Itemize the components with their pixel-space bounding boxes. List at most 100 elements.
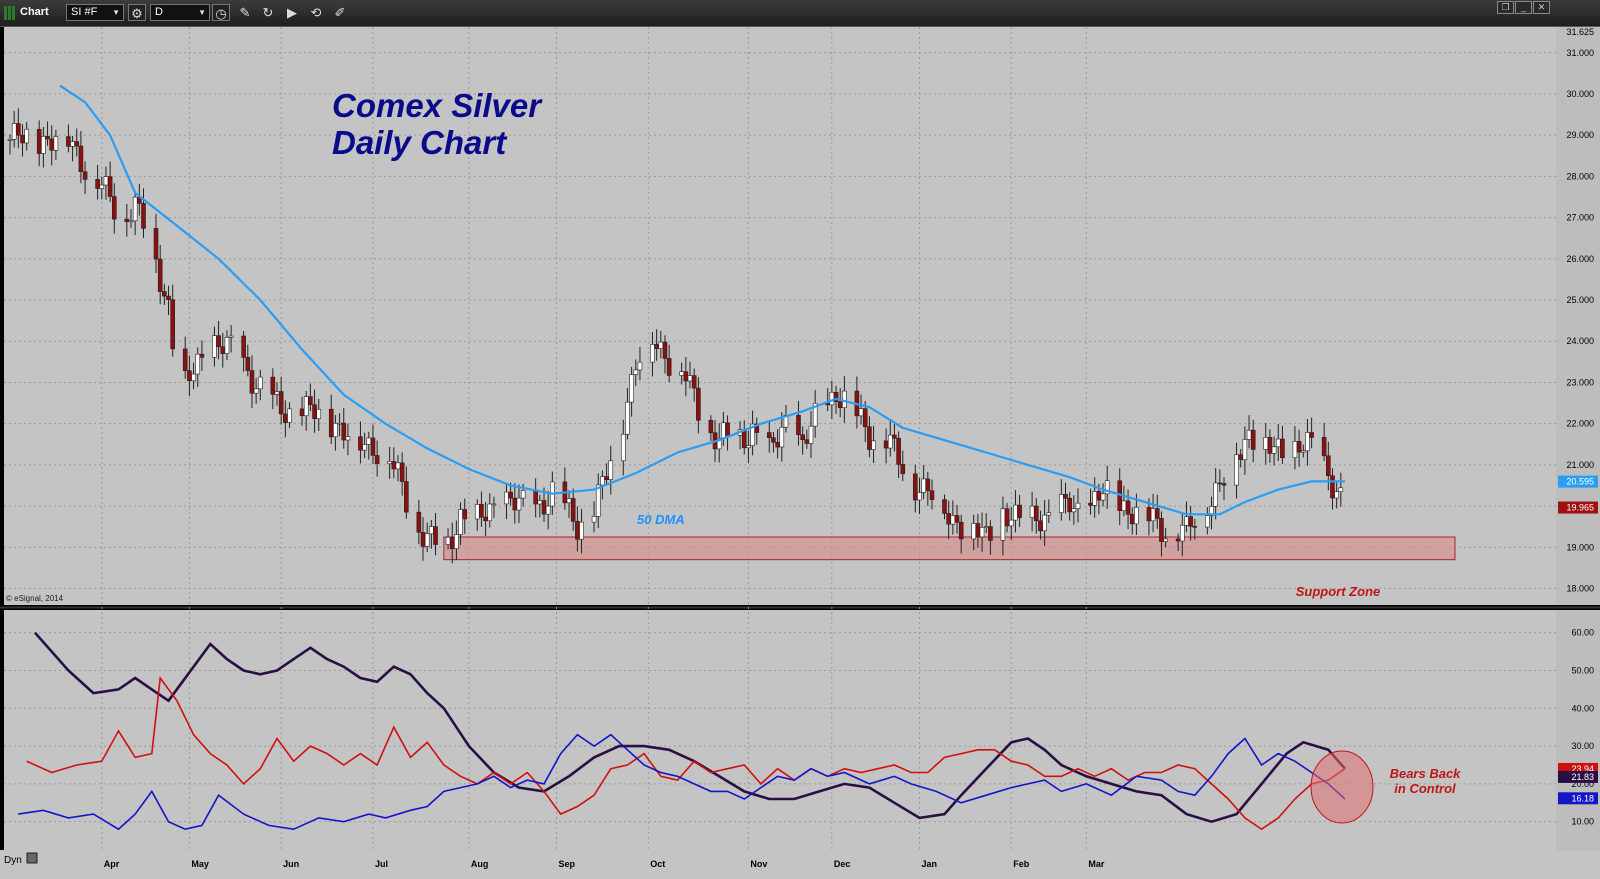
candle-body xyxy=(662,341,668,359)
candle-body xyxy=(24,128,29,144)
chart-area[interactable]: Support Zone Comex Silver Daily Chart 50… xyxy=(0,27,1600,879)
minimize-icon[interactable]: _ xyxy=(1515,1,1532,14)
candle-body xyxy=(812,403,818,427)
candle-body xyxy=(1063,494,1068,499)
candle-body xyxy=(921,478,926,493)
candle-body xyxy=(1184,516,1189,526)
candle-body xyxy=(333,423,338,438)
candle-body xyxy=(1179,524,1185,542)
grid-icon[interactable] xyxy=(26,852,38,864)
price-tick-label: 27.000 xyxy=(1566,213,1594,223)
candle-body xyxy=(20,134,25,144)
clock-icon[interactable]: ◷ xyxy=(212,4,230,21)
candle-body xyxy=(404,481,409,513)
candle-body xyxy=(1296,441,1302,453)
candle-body xyxy=(107,176,113,197)
candle-body xyxy=(796,414,801,436)
candle-body xyxy=(1267,437,1273,454)
candle-body xyxy=(416,511,422,533)
candle-body xyxy=(249,370,255,394)
indicator-axis xyxy=(1556,610,1600,850)
time-axis xyxy=(0,850,1600,879)
candle-body xyxy=(153,228,159,260)
candle-body xyxy=(708,420,714,434)
indicator-tick-label: 20.00 xyxy=(1571,779,1594,789)
month-label: Mar xyxy=(1088,859,1105,869)
support-zone xyxy=(443,536,1456,561)
candle-body xyxy=(458,509,463,535)
candle-body xyxy=(721,422,726,439)
candle-body xyxy=(766,432,772,438)
candle-body xyxy=(691,375,697,389)
chart-title-line2: Daily Chart xyxy=(332,124,508,161)
candle-body xyxy=(491,503,497,506)
candle-body xyxy=(1305,432,1310,452)
indicator-last-marker-text: 16.18 xyxy=(1571,793,1594,803)
link-icon[interactable]: ✐ xyxy=(334,5,346,20)
indicator-gridlines xyxy=(4,632,1556,823)
close-icon[interactable]: ✕ xyxy=(1533,1,1550,14)
candle-body xyxy=(1134,507,1139,525)
candle-body xyxy=(1205,515,1210,528)
candle-body xyxy=(771,437,776,443)
candle-body xyxy=(228,335,234,338)
restore-icon[interactable]: ❐ xyxy=(1497,1,1514,14)
candle-body xyxy=(483,516,488,522)
candle-body xyxy=(537,500,543,505)
candle-body xyxy=(212,335,217,358)
candle-body xyxy=(287,408,292,423)
play-icon[interactable]: ▶ xyxy=(287,5,297,20)
candle-body xyxy=(946,513,951,525)
candle-body xyxy=(1326,455,1331,476)
candle-body xyxy=(1209,506,1214,516)
candle-body xyxy=(1004,508,1010,527)
candle-body xyxy=(274,391,280,395)
candle-body xyxy=(988,526,993,541)
candle-body xyxy=(99,184,105,189)
settings-icon[interactable]: ⚙ xyxy=(128,4,146,21)
candle-body xyxy=(66,136,71,147)
candle-body xyxy=(1238,454,1244,461)
price-axis-markers: 20.595 19.965 xyxy=(1558,475,1598,514)
candle-body xyxy=(1008,519,1014,527)
indicator-tick-label: 60.00 xyxy=(1571,628,1594,638)
refresh-icon[interactable]: ↻ xyxy=(262,5,274,20)
candle-body xyxy=(1221,483,1227,486)
candle-body xyxy=(570,498,576,522)
pencil-icon[interactable]: ✎ xyxy=(239,5,251,20)
panel-tag: Dyn xyxy=(4,855,22,866)
price-axis xyxy=(1556,27,1600,605)
candle-body xyxy=(746,445,751,449)
candle-body xyxy=(399,462,405,482)
candle-body xyxy=(800,434,805,441)
price-tick-label: 25.000 xyxy=(1566,295,1594,305)
candle-body xyxy=(337,422,342,425)
candle-body xyxy=(241,335,246,358)
candle-body xyxy=(887,434,893,449)
candle-body xyxy=(541,500,547,515)
price-panel xyxy=(4,27,1556,605)
interval-value: D xyxy=(155,6,163,18)
candle-body xyxy=(650,344,655,363)
history-icon[interactable]: ⟲ xyxy=(310,5,322,20)
price-tick-label: 19.000 xyxy=(1566,542,1594,552)
indicator-tick-label: 10.00 xyxy=(1571,817,1594,827)
symbol-combo[interactable]: SI #F ▼ xyxy=(66,4,124,21)
month-label: May xyxy=(191,859,209,869)
interval-combo[interactable]: D ▼ xyxy=(150,4,210,21)
bears-highlight-circle xyxy=(1310,750,1374,824)
candle-body xyxy=(362,444,367,451)
candle-body xyxy=(754,423,760,433)
candle-body xyxy=(78,145,84,173)
candle-body xyxy=(1213,482,1218,507)
candle-body xyxy=(424,533,430,547)
price-tick-label: 31.000 xyxy=(1566,48,1594,58)
candle-body xyxy=(637,361,643,371)
candle-body xyxy=(1250,429,1256,450)
indicator-axis-ticks: 10.00 20.00 30.00 40.00 50.00 60.00 xyxy=(1571,628,1594,827)
candle-body xyxy=(1088,502,1093,506)
candle-body xyxy=(858,408,864,417)
candle-body xyxy=(979,527,985,538)
candle-body xyxy=(1013,504,1018,521)
candle-body xyxy=(545,505,551,515)
